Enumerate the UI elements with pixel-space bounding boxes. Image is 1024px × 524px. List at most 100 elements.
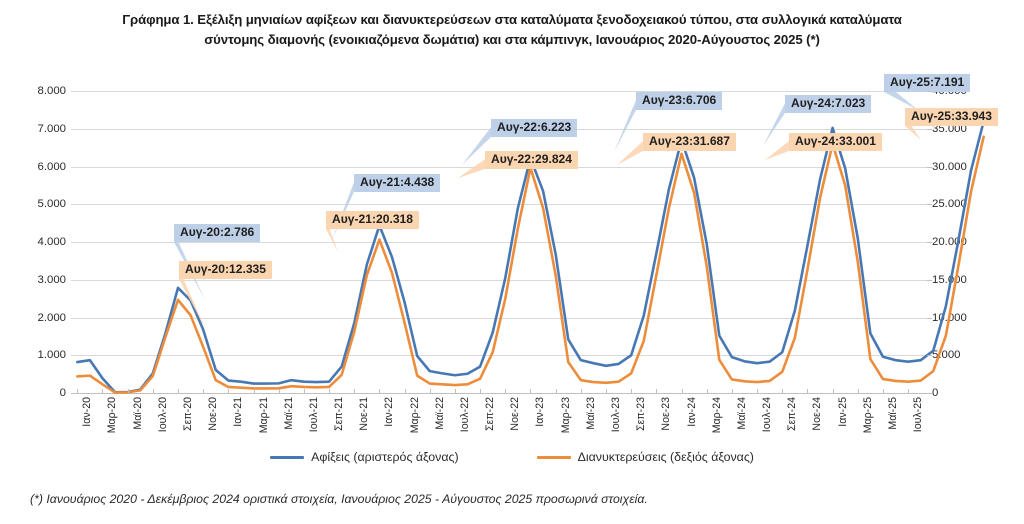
y-axis-left-tick: 5.000 (37, 198, 66, 211)
y-axis-right-tickmark (927, 91, 932, 92)
x-axis-tickmark (731, 389, 733, 393)
gridline (71, 393, 927, 394)
x-axis-tick-label: Μαρ-23 (559, 397, 572, 434)
x-axis-tickmark (429, 389, 431, 393)
annotation-callout: Αυγ-25:7.191 (884, 74, 971, 92)
x-axis-tick-label: Μαρ-20 (106, 397, 119, 434)
annotation-callout: Αυγ-20:12.335 (179, 261, 272, 279)
x-axis-tickmark (203, 389, 205, 393)
x-axis-tickmark (480, 389, 482, 393)
x-axis-tickmark (102, 389, 104, 393)
x-axis-tickmark (656, 389, 658, 393)
x-axis-tick-label: Ιουλ-20 (156, 397, 169, 433)
annotation-callout: Αυγ-21:4.438 (354, 174, 441, 192)
x-axis-tick-label: Μαρ-25 (861, 397, 874, 434)
chart-title: Γράφημα 1. Εξέλιξη μηνιαίων αφίξεων και … (28, 10, 996, 50)
x-axis-tick-label: Ιαν-25 (836, 397, 849, 427)
x-axis-tickmark (404, 389, 406, 393)
x-axis-tick-label: Νοε-23 (660, 397, 673, 431)
annotation-callout: Αυγ-23:31.687 (643, 133, 736, 151)
y-axis-right-tick: 5.000 (932, 349, 961, 362)
y-axis-right-tickmark (927, 204, 932, 206)
x-axis-tick-label: Ιαν-20 (81, 397, 94, 427)
y-axis-right-tick: 25.000 (932, 198, 967, 211)
y-axis-right-tickmark (927, 317, 932, 319)
x-axis-tick-label: Μαϊ-23 (584, 397, 597, 430)
y-axis-right-tickmark (927, 393, 932, 394)
legend-item-nights[interactable]: Διανυκτερεύσεις (δεξιός άξονας) (536, 450, 754, 464)
x-axis-tickmark (631, 389, 633, 393)
x-axis-tickmarks (71, 91, 927, 393)
x-axis-tick-label: Σεπ-24 (786, 397, 799, 431)
y-axis-left-tick: 6.000 (37, 160, 66, 173)
y-axis-right-tickmark (927, 128, 932, 130)
annotation-callout: Αυγ-24:33.001 (789, 133, 882, 151)
x-axis-tick-label: Σεπ-21 (333, 397, 346, 431)
x-axis-tickmark (908, 389, 910, 393)
annotation-callout: Αυγ-25:33.943 (905, 108, 998, 126)
annotation-callout: Αυγ-23:6.706 (636, 92, 723, 110)
legend-label-arrivals: Αφίξεις (αριστερός άξονας) (311, 450, 459, 464)
chart-legend: Αφίξεις (αριστερός άξονας) Διανυκτερεύσε… (0, 450, 1024, 464)
x-axis-tickmark (807, 389, 809, 393)
y-axis-left-tick: 4.000 (37, 236, 66, 248)
annotation-callout: Αυγ-22:29.824 (485, 151, 578, 169)
gridline (71, 242, 927, 243)
y-axis-right-tickmark (927, 242, 932, 243)
x-axis-tickmark (178, 389, 179, 393)
x-axis-tickmark (379, 389, 381, 393)
x-axis-tick-label: Νοε-20 (207, 397, 220, 431)
x-axis-tick-label: Μαϊ-24 (735, 397, 748, 430)
x-axis-tickmark (882, 389, 884, 393)
x-axis-tickmark (228, 389, 230, 393)
x-axis-tick-label: Ιουλ-25 (912, 397, 925, 433)
gridline (71, 317, 927, 319)
legend-swatch-nights (536, 455, 571, 459)
x-axis-tickmark (757, 389, 759, 393)
x-axis-tick-label: Μαρ-24 (710, 397, 723, 434)
x-axis-tickmark (832, 389, 834, 393)
x-axis-tick-label: Νοε-24 (811, 397, 824, 431)
x-axis-tickmark (303, 389, 305, 393)
x-axis-tick-label: Ιουλ-21 (307, 397, 320, 433)
y-axis-left-tick: 2.000 (37, 311, 66, 324)
x-axis-labels: Ιαν-20 Μαρ-20 Μαϊ-20 Ιουλ-20 Σεπ-20 Νοε-20 Ιαν… (71, 397, 927, 445)
x-axis-tick-label: Ιουλ-24 (761, 397, 774, 433)
y-axis-right-tickmark (927, 166, 932, 168)
y-axis-right-tickmark (927, 279, 932, 281)
y-axis-right-tick: 30.000 (932, 160, 967, 173)
x-axis-tickmark (555, 389, 557, 393)
x-axis-tickmark (454, 389, 456, 393)
chart-footnote: (*) Ιανουάριος 2020 - Δεκέμβριος 2024 ορ… (30, 492, 648, 506)
x-axis-tickmark (580, 389, 582, 393)
x-axis-tick-label: Νοε-22 (509, 397, 522, 431)
y-axis-left-tick: 3.000 (37, 273, 66, 286)
x-axis-tick-label: Σεπ-20 (182, 397, 194, 431)
annotation-callout: Αυγ-21:20.318 (326, 211, 419, 229)
x-axis-tickmark (152, 389, 154, 393)
chart-title-line-2: σύντομης διαμονής (ενοικιαζόμενα δωμάτια… (204, 32, 820, 47)
y-axis-right-tickmark (927, 355, 932, 357)
x-axis-tickmark (530, 389, 532, 393)
y-axis-left-tick: 1.000 (37, 349, 66, 362)
x-axis-tick-label: Μαϊ-22 (433, 397, 446, 430)
annotation-callout: Αυγ-24:7.023 (785, 95, 872, 113)
x-axis-tickmark (857, 389, 859, 393)
x-axis-tick-label: Μαρ-21 (257, 397, 270, 434)
gridline (71, 204, 927, 206)
x-axis-tickmark (329, 389, 331, 393)
x-axis-tick-label: Νοε-21 (358, 397, 371, 431)
annotation-callout: Αυγ-22:6.223 (491, 119, 578, 137)
x-axis-tickmark (681, 389, 683, 393)
x-axis-tickmark (127, 389, 129, 393)
legend-item-arrivals[interactable]: Αφίξεις (αριστερός άξονας) (270, 450, 459, 464)
x-axis-tickmark (606, 389, 607, 393)
y-axis-right: 0 5.000 10.000 15.000 20.000 25.000 30.000 35.0… (932, 85, 1010, 399)
x-axis-tickmark (782, 389, 784, 393)
x-axis-tick-label: Μαϊ-25 (886, 397, 899, 430)
legend-label-nights: Διανυκτερεύσεις (δεξιός άξονας) (577, 450, 754, 464)
gridline (71, 279, 927, 281)
x-axis-tickmark (253, 389, 255, 393)
x-axis-tick-label: Ιουλ-22 (458, 397, 471, 433)
